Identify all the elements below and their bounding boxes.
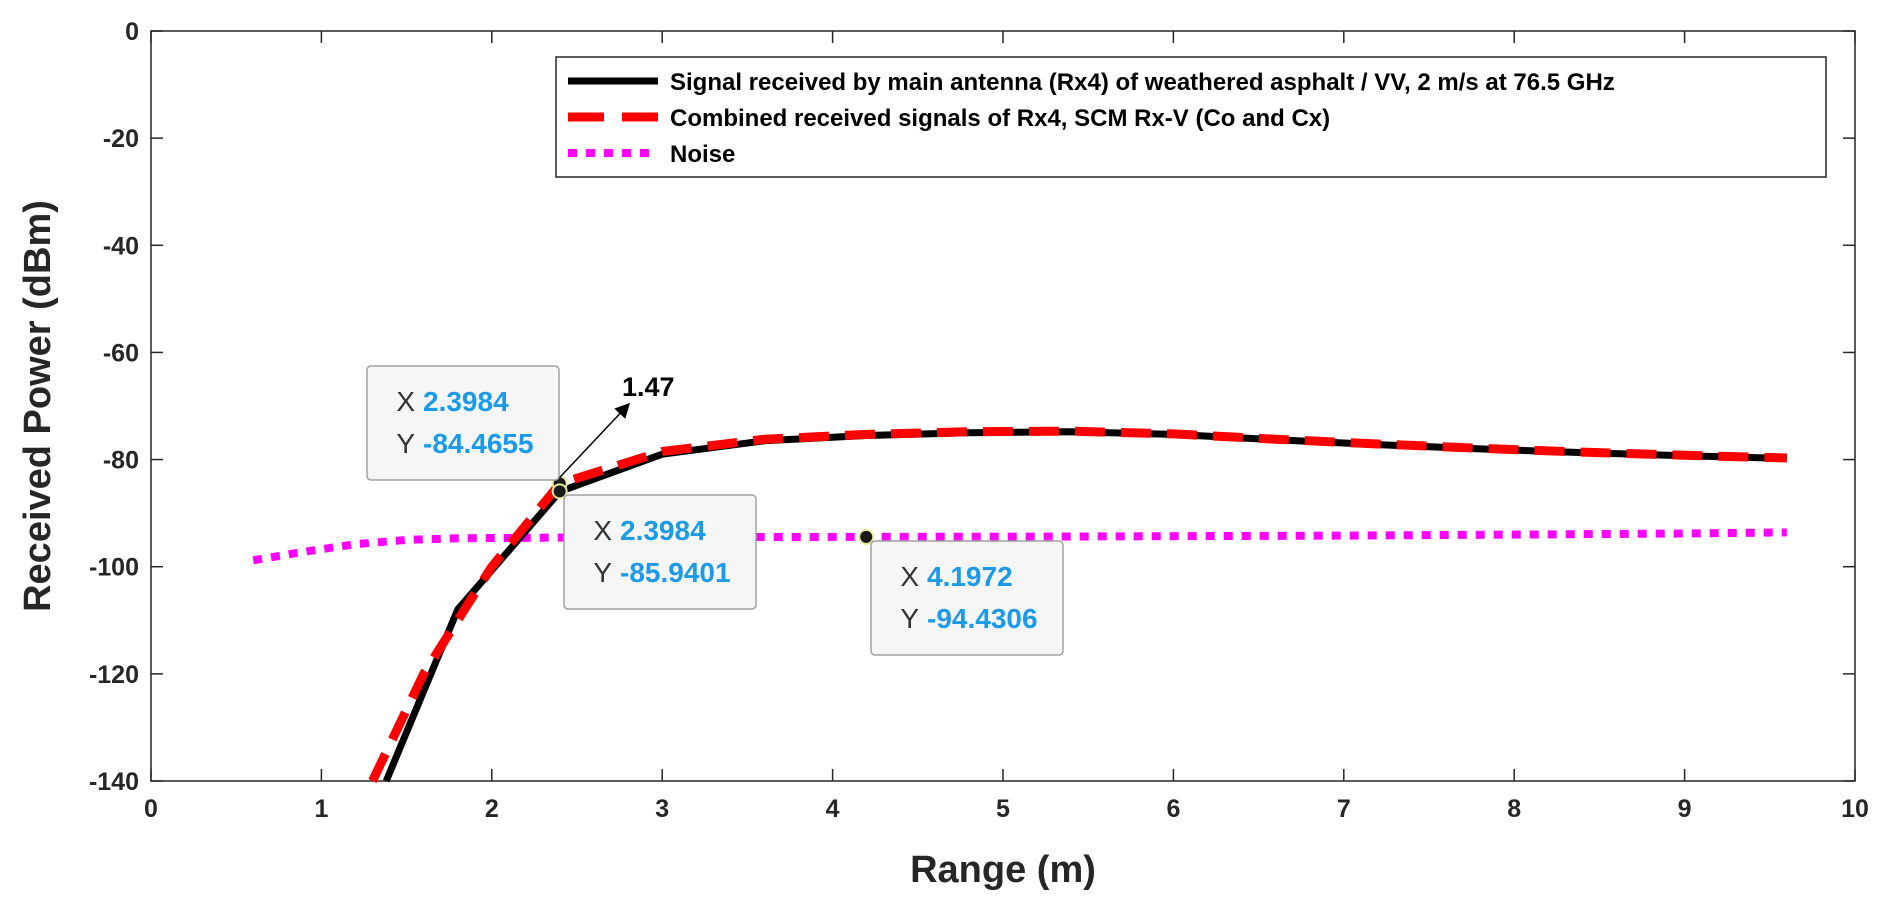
datatip-y-value: -85.9401 (620, 557, 731, 588)
y-tick-label: -60 (103, 339, 139, 367)
datatip-y-label: Y (593, 557, 612, 588)
x-tick-label: 2 (485, 795, 499, 823)
datatip-y-value: -84.4655 (423, 428, 534, 459)
datatip-x-value: 2.3984 (423, 386, 509, 417)
datatip-x-value: 4.1972 (927, 561, 1013, 592)
datatip-y-label: Y (396, 428, 415, 459)
datatip-y-label: Y (900, 603, 919, 634)
legend-box (555, 56, 1827, 178)
annotation-label: 1.47 (622, 372, 675, 402)
datatip-marker[interactable] (551, 483, 568, 500)
datatip-marker[interactable] (858, 528, 875, 545)
datatip-x-value: 2.3984 (620, 515, 706, 546)
x-tick-label: 1 (314, 795, 328, 823)
y-tick-label: -20 (103, 125, 139, 153)
x-tick-label: 3 (655, 795, 669, 823)
y-tick-label: -120 (89, 661, 139, 689)
y-tick-label: -100 (89, 554, 139, 582)
legend-label: Signal received by main antenna (Rx4) of… (670, 69, 1615, 96)
series-line-2 (368, 426, 1787, 783)
y-tick-label: -40 (103, 232, 139, 260)
x-axis-label: Range (m) (910, 849, 1096, 891)
x-tick-label: 4 (826, 795, 840, 823)
datatip-y-value: -94.4306 (927, 603, 1038, 634)
legend: Signal received by main antenna (Rx4) of… (555, 56, 1827, 178)
y-tick-label: -80 (103, 447, 139, 475)
x-tick-label: 0 (144, 795, 158, 823)
y-axis-label: Received Power (dBm) (17, 200, 59, 612)
legend-label: Combined received signals of Rx4, SCM Rx… (670, 105, 1330, 132)
annotation-arrow (559, 402, 631, 479)
datatip-x-label: X (593, 515, 612, 546)
x-tick-label: 10 (1841, 795, 1869, 823)
datatip-box[interactable] (870, 540, 1064, 656)
datatip-x-label: X (900, 561, 919, 592)
y-tick-label: 0 (125, 18, 139, 46)
y-tick-label: -140 (89, 768, 139, 796)
datatip-x-label: X (396, 386, 415, 417)
datatip-box[interactable] (366, 365, 560, 481)
series-line-3 (252, 528, 1787, 565)
legend-label: Noise (670, 141, 735, 168)
x-tick-label: 6 (1166, 795, 1180, 823)
x-tick-label: 9 (1678, 795, 1692, 823)
x-tick-label: 5 (996, 795, 1010, 823)
x-tick-label: 7 (1337, 795, 1351, 823)
x-tick-label: 8 (1507, 795, 1521, 823)
datatip-box[interactable] (563, 494, 757, 610)
